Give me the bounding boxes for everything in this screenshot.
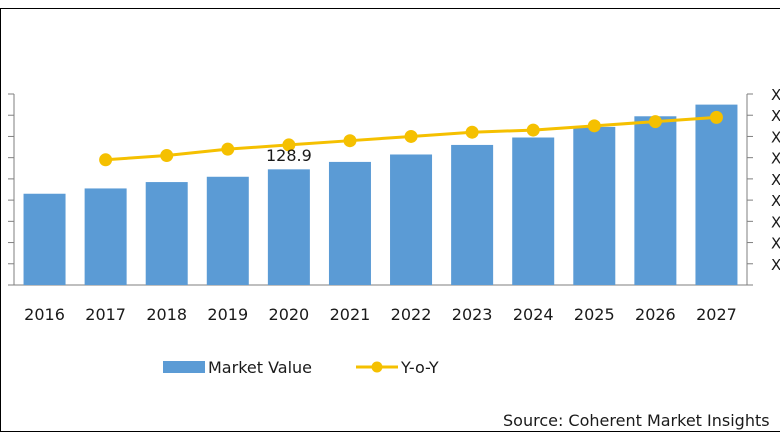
yoy-point-2022 — [404, 129, 418, 143]
chart-frame — [0, 8, 780, 432]
bar-2022 — [390, 154, 433, 285]
bar-2020 — [267, 169, 310, 285]
x-tick-label-2026: 2026 — [635, 305, 676, 324]
x-tick-label-2022: 2022 — [391, 305, 432, 324]
bar-2023 — [451, 144, 494, 285]
right-axis-tick-label: X — [771, 235, 780, 253]
yoy-point-2018 — [160, 149, 174, 163]
right-axis-tick-label: X — [771, 171, 780, 189]
x-tick-label-2018: 2018 — [146, 305, 187, 324]
bar-2017 — [84, 188, 127, 285]
yoy-point-2021 — [343, 134, 357, 148]
yoy-point-2026 — [648, 115, 662, 129]
x-tick-label-2023: 2023 — [452, 305, 493, 324]
legend-yoy: Y-o-Y — [400, 358, 439, 377]
bar-2019 — [206, 176, 249, 285]
bars-group — [23, 104, 738, 286]
x-tick-label-2021: 2021 — [330, 305, 371, 324]
x-tick-labels: 2016 2017 2018 2019 2020 2021 2022 2023 2024 2025… — [24, 305, 737, 324]
chart-frame-left-edge — [0, 8, 1, 432]
legend-bar-swatch — [163, 361, 205, 373]
right-axis-tick-label: X — [771, 128, 780, 146]
source-note: Source: Coherent Market Insights — [503, 411, 770, 430]
x-tick-label-2020: 2020 — [269, 305, 310, 324]
legend-line-marker — [371, 361, 383, 373]
yoy-point-2025 — [587, 119, 601, 133]
bar-2016 — [23, 193, 66, 285]
x-tick-label-2024: 2024 — [513, 305, 554, 324]
right-axis-tick-label: X — [771, 192, 780, 210]
data-label-2020: 128.9 — [266, 146, 312, 165]
x-tick-label-2025: 2025 — [574, 305, 615, 324]
right-axis-tick-label: X — [771, 213, 780, 231]
yoy-point-2020 — [282, 138, 296, 152]
bar-2025 — [573, 126, 616, 286]
x-tick-label-2016: 2016 — [24, 305, 65, 324]
yoy-point-2024 — [526, 123, 540, 137]
yoy-line-group — [99, 110, 723, 167]
right-axis-tick-label: X — [771, 107, 780, 125]
right-axis-tick-label: X — [771, 150, 780, 168]
x-tick-label-2017: 2017 — [85, 305, 126, 324]
yoy-point-2027 — [709, 110, 723, 124]
x-tick-label-2019: 2019 — [207, 305, 248, 324]
yoy-point-2019 — [221, 142, 235, 156]
data-labels-group: 128.9 — [266, 146, 312, 165]
legend-market-value: Market Value — [208, 358, 312, 377]
bar-2018 — [145, 182, 188, 285]
yoy-point-2017 — [99, 153, 113, 167]
bar-2027 — [695, 104, 738, 285]
right-axis-tick-label: X — [771, 256, 780, 274]
yoy-point-2023 — [465, 125, 479, 139]
right-axis-tick-label: X — [771, 86, 780, 104]
bar-2024 — [512, 137, 555, 285]
bar-2021 — [328, 161, 371, 285]
legend: Market Value Y-o-Y — [163, 358, 439, 377]
x-tick-label-2027: 2027 — [696, 305, 737, 324]
bar-2026 — [634, 116, 677, 286]
